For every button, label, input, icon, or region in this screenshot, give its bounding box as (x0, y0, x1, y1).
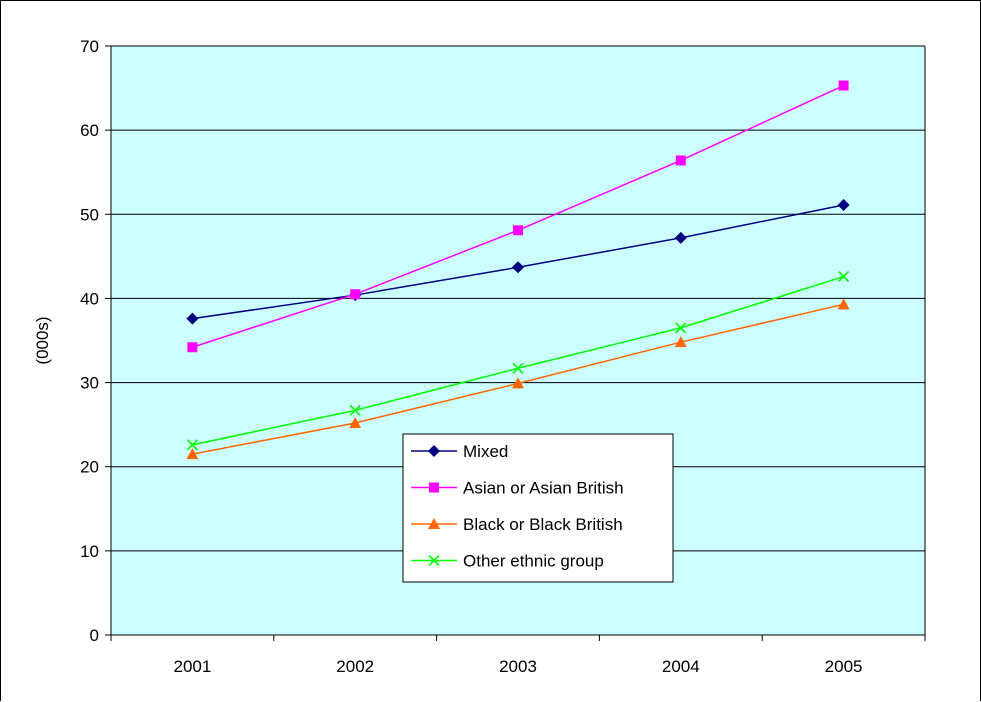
data-point (837, 199, 850, 212)
legend: Mixed Asian or Asian British Black or Blac… (402, 433, 674, 583)
y-tick-label: 40 (80, 289, 99, 308)
legend-label: Asian or Asian British (463, 479, 624, 498)
data-point (675, 155, 686, 166)
y-tick-label: 10 (80, 542, 99, 561)
series-2 (186, 298, 850, 460)
y-axis-title: (000s) (33, 316, 52, 364)
legend-marker (428, 518, 440, 529)
data-point (349, 416, 362, 428)
y-tick-label: 30 (80, 374, 99, 393)
legend-box (402, 433, 674, 583)
data-point (512, 261, 524, 274)
data-point (674, 231, 687, 244)
series-3 (186, 270, 850, 451)
marker-stroke (675, 322, 687, 334)
series-lines (186, 80, 850, 460)
y-tick-label: 70 (80, 37, 99, 56)
legend-marker (429, 482, 439, 493)
legend-label: Mixed (463, 442, 508, 461)
data-point (186, 448, 199, 460)
y-tick-label: 0 (90, 626, 99, 645)
legend-item: Other ethnic group (411, 552, 604, 571)
marker-stroke (838, 270, 850, 283)
axes (110, 45, 926, 641)
data-point (513, 225, 523, 236)
x-tick-label: 2003 (499, 657, 537, 676)
legend-marker (428, 445, 440, 457)
data-point (512, 362, 524, 374)
data-point (186, 439, 198, 451)
marker-stroke (349, 404, 361, 416)
x-tick-label: 2001 (173, 657, 211, 676)
data-point (838, 270, 850, 283)
data-point (349, 404, 361, 416)
y-tick-label: 20 (80, 458, 99, 477)
data-point (675, 322, 687, 334)
data-point (837, 298, 850, 310)
legend-label: Black or Black British (463, 515, 623, 534)
data-point (512, 377, 524, 389)
data-point (350, 289, 361, 300)
y-tick-labels: 0 10 20 30 40 50 60 70 (80, 37, 99, 645)
legend-item: Mixed (411, 442, 508, 461)
x-tick-label: 2002 (336, 657, 374, 676)
x-tick-label: 2004 (662, 657, 700, 676)
x-tick-labels: 2001 2002 2003 2004 2005 (173, 657, 862, 676)
data-point (674, 336, 687, 348)
data-point (838, 80, 849, 91)
marker-stroke (512, 362, 524, 374)
marker-stroke (186, 439, 198, 451)
data-point (186, 312, 199, 325)
data-point (187, 342, 198, 353)
x-tick-label: 2005 (825, 657, 863, 676)
series-1 (187, 80, 849, 353)
y-tick-label: 60 (80, 121, 99, 140)
legend-marker (428, 554, 440, 567)
y-tick-label: 50 (80, 205, 99, 224)
series-0 (186, 199, 850, 325)
legend-label: Other ethnic group (463, 552, 604, 571)
legend-item: Black or Black British (411, 515, 623, 534)
legend-item: Asian or Asian British (411, 479, 624, 498)
marker-stroke (428, 554, 440, 567)
